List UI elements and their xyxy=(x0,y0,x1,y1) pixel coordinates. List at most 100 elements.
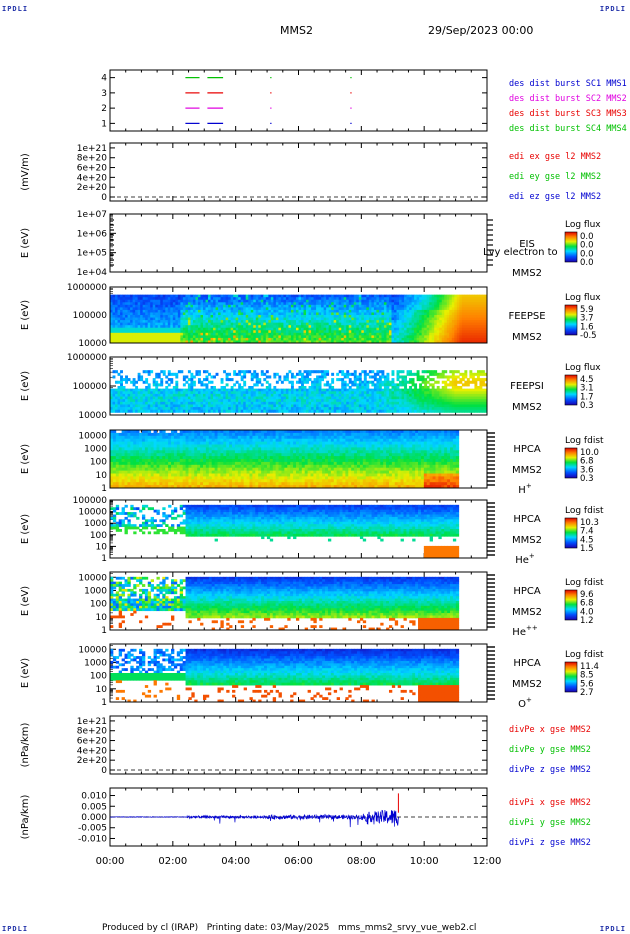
heatmap-cell xyxy=(331,294,335,298)
heatmap-cell xyxy=(258,407,262,411)
heatmap-cell xyxy=(283,396,287,400)
heatmap-cell xyxy=(165,330,169,334)
heatmap-cell xyxy=(157,396,161,400)
heatmap-cell xyxy=(200,399,204,403)
heatmap-cell xyxy=(311,391,314,395)
heatmap-cell xyxy=(155,340,159,344)
heatmap-cell xyxy=(160,322,164,326)
heatmap-cell xyxy=(202,302,206,306)
heatmap-cell xyxy=(361,307,365,311)
heatmap-cell xyxy=(195,337,199,341)
heatmap-cell xyxy=(436,404,440,408)
heatmap-cell xyxy=(321,399,325,403)
heatmap-cell xyxy=(308,327,312,331)
heatmap-cell xyxy=(288,340,292,344)
heatmap-cell xyxy=(471,340,475,344)
heatmap-cell xyxy=(426,380,430,384)
heatmap-cell xyxy=(366,393,370,397)
heatmap-cell xyxy=(298,396,302,400)
heatmap-cell xyxy=(378,304,382,308)
heatmap-cell xyxy=(318,299,322,303)
heatmap-cell xyxy=(265,332,269,336)
heatmap-cell xyxy=(451,307,455,311)
heatmap-cell xyxy=(351,297,355,301)
heatmap-cell xyxy=(336,378,340,382)
heatmap-cell xyxy=(258,330,262,334)
heatmap-cell xyxy=(471,337,475,341)
heatmap-cell xyxy=(280,302,284,306)
heatmap-cell xyxy=(185,330,189,334)
heatmap-cell xyxy=(409,409,412,413)
heatmap-cell xyxy=(326,404,330,408)
heatmap-cell xyxy=(290,297,294,301)
heatmap-cell xyxy=(476,302,480,306)
heatmap-cell xyxy=(318,335,322,339)
heatmap-cell xyxy=(280,297,284,301)
heatmap-cell xyxy=(253,401,257,405)
heatmap-cell xyxy=(341,325,345,329)
heatmap-cell xyxy=(386,304,390,308)
heatmap-cell xyxy=(202,335,206,339)
heatmap-cell xyxy=(147,294,151,298)
heatmap-cell xyxy=(476,307,480,311)
heatmap-cell xyxy=(147,391,151,395)
heatmap-cell xyxy=(233,304,237,308)
heatmap-cell xyxy=(197,332,201,336)
heatmap-cell xyxy=(481,302,485,306)
heatmap-cell xyxy=(416,391,420,395)
heatmap-cell xyxy=(275,388,279,392)
heatmap-cell xyxy=(459,335,463,339)
heatmap-cell xyxy=(235,335,239,339)
heatmap-cell xyxy=(331,312,335,316)
heatmap-cell xyxy=(235,391,239,395)
heatmap-cell xyxy=(235,409,239,413)
heatmap-cell xyxy=(318,399,322,403)
heatmap-cell xyxy=(263,320,267,324)
heatmap-cell xyxy=(301,372,304,376)
heatmap-cell xyxy=(366,312,370,316)
heatmap-cell xyxy=(130,309,134,313)
heatmap-cell xyxy=(298,378,302,382)
heatmap-cell xyxy=(464,320,468,324)
heatmap-cell xyxy=(409,388,412,392)
heatmap-cell xyxy=(308,320,312,324)
heatmap-cell xyxy=(356,407,360,411)
heatmap-cell xyxy=(112,375,116,379)
heatmap-cell xyxy=(175,340,179,344)
heatmap-cell xyxy=(391,332,395,336)
heatmap-cell xyxy=(348,407,352,411)
heatmap-cell xyxy=(449,315,453,318)
heatmap-cell xyxy=(378,375,382,379)
heatmap-cell xyxy=(396,337,400,341)
heatmap-cell xyxy=(245,299,249,303)
heatmap-cell xyxy=(343,409,347,413)
heatmap-cell xyxy=(311,401,314,405)
heatmap-cell xyxy=(160,335,164,339)
heatmap-cell xyxy=(263,325,267,329)
heatmap-cell xyxy=(125,304,128,308)
heatmap-cell xyxy=(160,388,164,392)
heatmap-cell xyxy=(258,294,262,298)
heatmap-cell xyxy=(301,330,304,334)
heatmap-cell xyxy=(376,335,380,339)
heatmap-cell xyxy=(132,299,136,303)
heatmap-cell xyxy=(175,302,179,306)
heatmap-cell xyxy=(363,386,367,390)
heatmap-cell xyxy=(469,322,473,326)
heatmap-cell xyxy=(255,304,259,308)
heatmap-cell xyxy=(373,335,377,339)
heatmap-cell xyxy=(424,386,428,390)
heatmap-cell xyxy=(419,327,423,331)
heatmap-cell xyxy=(411,304,415,308)
heatmap-cell xyxy=(363,299,367,303)
heatmap-cell xyxy=(202,304,206,308)
heatmap-cell xyxy=(416,399,420,403)
heatmap-cell xyxy=(195,401,199,405)
heatmap-cell xyxy=(273,401,277,405)
heatmap-cell xyxy=(313,337,317,341)
heatmap-cell xyxy=(290,393,294,397)
heatmap-cell xyxy=(182,378,186,382)
heatmap-cell xyxy=(275,332,279,336)
heatmap-cell xyxy=(401,393,405,397)
heatmap-cell xyxy=(298,304,302,308)
